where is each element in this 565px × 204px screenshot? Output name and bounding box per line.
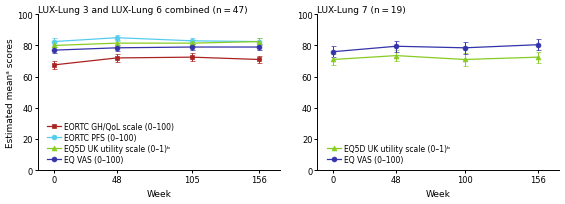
Text: LUX-Lung 7 (n = 19): LUX-Lung 7 (n = 19) xyxy=(318,6,406,14)
Legend: EORTC GH/QoL scale (0–100), EORTC PFS (0–100), EQ5D UK utility scale (0–1)ᵇ, EQ : EORTC GH/QoL scale (0–100), EORTC PFS (0… xyxy=(46,122,175,165)
Legend: EQ5D UK utility scale (0–1)ᵇ, EQ VAS (0–100): EQ5D UK utility scale (0–1)ᵇ, EQ VAS (0–… xyxy=(326,143,450,165)
X-axis label: Week: Week xyxy=(146,190,171,198)
Y-axis label: Estimated meanᵃ scores: Estimated meanᵃ scores xyxy=(6,38,15,147)
X-axis label: Week: Week xyxy=(426,190,451,198)
Text: LUX-Lung 3 and LUX-Lung 6 combined (n = 47): LUX-Lung 3 and LUX-Lung 6 combined (n = … xyxy=(38,6,247,14)
